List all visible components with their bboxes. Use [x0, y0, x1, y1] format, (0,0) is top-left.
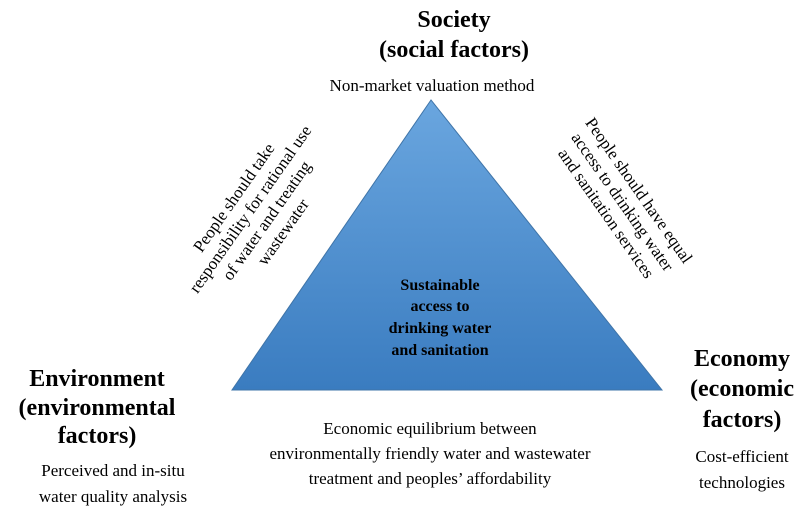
economy-title: factors): [703, 407, 782, 433]
environment-method: water quality analysis: [39, 487, 187, 506]
environment-method: Perceived and in-situ: [41, 461, 185, 480]
bottom-line: treatment and peoples’ affordability: [309, 469, 552, 488]
bottom-line: environmentally friendly water and waste…: [270, 444, 591, 463]
economy-title: (economic: [690, 376, 794, 402]
society-title: Society: [417, 7, 490, 33]
society-method: Non-market valuation method: [330, 76, 535, 95]
bottom-line: Economic equilibrium between: [323, 419, 537, 438]
environment-title: factors): [58, 423, 137, 449]
center-line: drinking water: [389, 320, 492, 337]
environment-title: Environment: [29, 366, 165, 392]
environment-title: (environmental: [19, 395, 176, 421]
economy-title: Economy: [694, 346, 790, 372]
center-line: access to: [410, 298, 469, 315]
center-line: and sanitation: [391, 342, 488, 359]
triangle: [231, 99, 664, 391]
society-subtitle: (social factors): [379, 37, 529, 63]
center-line: Sustainable: [400, 277, 479, 294]
economy-method: technologies: [699, 473, 785, 492]
economy-method: Cost-efficient: [695, 447, 788, 466]
right-edge: People should have equal access to drink…: [554, 114, 696, 282]
